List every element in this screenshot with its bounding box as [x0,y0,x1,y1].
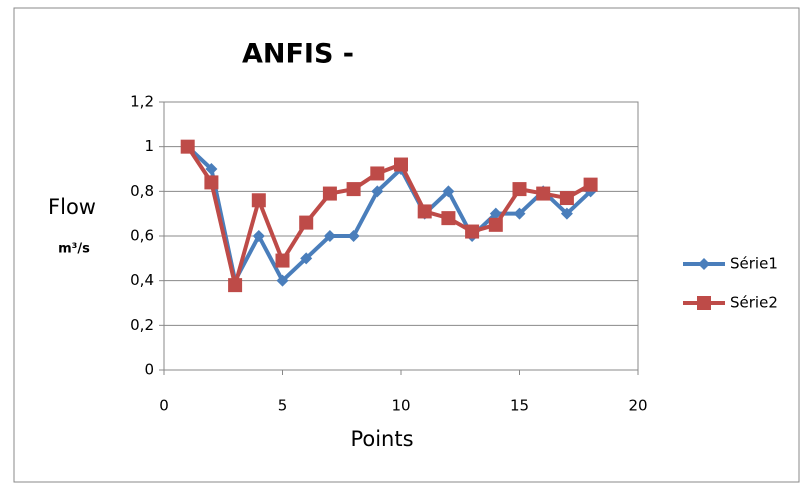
data-point [417,204,432,219]
data-point [276,274,289,287]
data-point [251,193,266,208]
data-point [489,207,502,220]
data-point [300,252,313,265]
data-point [346,182,361,197]
data-point [583,177,598,192]
data-point [513,207,526,220]
data-point [204,175,219,190]
legend-label: Série1 [730,255,778,273]
data-point [180,139,195,154]
x-tick-label: 15 [510,397,529,415]
data-point [322,186,337,201]
data-point [559,191,574,206]
data-point [394,157,408,172]
x-tick-label: 10 [391,397,410,415]
data-point [275,253,290,268]
x-tick-label: 5 [278,397,288,415]
legend-marker [697,296,711,310]
data-point [465,224,480,239]
data-point [560,207,573,220]
data-point [512,182,527,197]
data-point [228,278,243,293]
data-point [441,211,456,226]
y-tick-label: 0 [144,361,154,379]
chart-title: ANFIS - [242,39,354,70]
data-point [488,217,503,232]
y-tick-label: 1,2 [130,93,154,111]
x-tick-label: 20 [628,397,647,415]
x-axis-label: Points [350,427,413,451]
y-tick-label: 0,2 [130,316,154,334]
series-line [186,145,592,283]
y-axis-label: Flow [48,195,96,219]
data-point [370,166,385,181]
data-point [252,230,265,242]
x-tick-label: 0 [159,397,169,415]
data-point [205,163,218,175]
data-point [299,215,314,230]
y-tick-label: 0,4 [130,271,154,289]
data-point [536,186,551,201]
y-tick-label: 1 [144,137,154,155]
data-point [442,185,455,198]
y-axis-unit: m³/s [58,242,90,257]
data-point [371,185,384,198]
legend-marker [698,258,710,270]
data-point [323,230,336,242]
data-point [347,230,360,242]
y-tick-label: 0,8 [130,182,154,200]
legend-label: Série2 [730,294,778,312]
y-tick-label: 0,6 [130,227,154,245]
